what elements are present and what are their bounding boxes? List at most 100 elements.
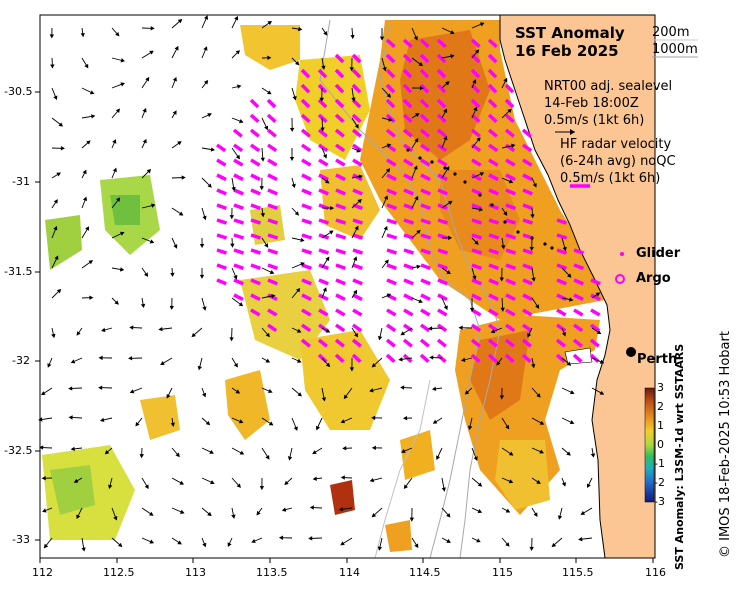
radar-vector [436, 53, 447, 64]
sealevel-vector-head [239, 450, 245, 455]
radar-vector [505, 173, 516, 182]
sealevel-vector-head [172, 110, 177, 115]
radar-vector [419, 38, 430, 49]
sealevel-vector-head [371, 445, 376, 451]
radar-vector [402, 128, 413, 138]
sealevel-vector-head [508, 479, 514, 484]
sealevel-vector-head [84, 63, 89, 69]
sealevel-vector-head [325, 362, 331, 368]
sealevel-vector-head [400, 331, 405, 336]
sealevel-vector-head [319, 97, 324, 102]
radar-vector [420, 173, 431, 182]
radar-vector [250, 308, 261, 317]
radar-vector [419, 53, 430, 64]
sealevel-vector-head [340, 475, 345, 480]
radar-vector [250, 233, 262, 240]
sealevel-vector-head [477, 482, 483, 487]
sealevel-vector-head [238, 119, 244, 124]
sealevel-vector-head [145, 76, 150, 82]
radar-vector [403, 173, 414, 182]
radar-vector [487, 353, 498, 363]
sealevel-vector-head [227, 542, 232, 547]
sealevel-vector-head [312, 450, 317, 455]
sealevel-vector-head [351, 97, 356, 102]
radar-vector [266, 98, 277, 109]
radar-vector [318, 173, 329, 182]
sealevel-vector-head [114, 300, 119, 305]
sealevel-vector-head [490, 329, 496, 334]
sealevel-vector-head [291, 183, 296, 189]
radar-vector [301, 173, 312, 182]
sealevel-vector-head [160, 361, 165, 365]
radar-vector [403, 248, 415, 255]
x-tick-112-5: 112.5 [103, 566, 135, 579]
radar-vector [437, 323, 448, 333]
radar-vector [437, 263, 448, 271]
sealevel-vector-head [446, 538, 451, 543]
glider-track-point [516, 230, 520, 234]
sealevel-vector-head [199, 274, 205, 279]
radar-vector [250, 143, 261, 153]
sealevel-vector-head [507, 108, 512, 114]
radar-vector [402, 98, 413, 109]
radar-vector [488, 278, 499, 286]
sealevel-vector-head [464, 390, 470, 395]
sealevel-vector-head [53, 199, 58, 204]
sealevel-vector-head [473, 106, 478, 112]
x-tick-113-5: 113.5 [256, 566, 288, 579]
radar-vector [385, 353, 396, 363]
sealevel-vector-head [403, 484, 408, 489]
sealevel-vector-head [377, 336, 383, 341]
radar-vector [436, 113, 447, 123]
sealevel-vector-head [115, 31, 120, 37]
radar-vector [470, 128, 481, 138]
radar-vector [419, 113, 430, 123]
sealevel-vector-head [401, 448, 406, 454]
sealevel-vector-head [119, 231, 125, 236]
sealevel-vector-head [112, 139, 117, 144]
radar-vector [402, 113, 413, 123]
sealevel-vector-head [409, 517, 415, 522]
sealevel-vector-head [207, 183, 212, 188]
glider-track-point [478, 193, 482, 197]
radar-vector [233, 173, 244, 182]
glider-legend-label: Glider [636, 246, 681, 261]
sealevel-vector-head [450, 30, 455, 35]
radar-vector [488, 263, 499, 271]
sealevel-vector-head [142, 138, 147, 144]
sealevel-vector-head [207, 113, 212, 118]
radar-vector [386, 188, 397, 196]
glider-track-point [463, 180, 467, 184]
sealevel-vector-head [73, 478, 79, 483]
sealevel-legend-arrowhead [570, 129, 575, 135]
sealevel-vector-head [144, 484, 149, 490]
sealevel-vector-head [443, 108, 448, 114]
sealevel-vector-head [529, 246, 534, 251]
sealevel-vector-head [88, 260, 94, 265]
sealevel-vector-head [321, 65, 326, 70]
radar-vector [300, 68, 311, 79]
sealevel-vector-head [428, 326, 433, 331]
sealevel-vector-head [503, 211, 508, 216]
radar-vector [216, 233, 228, 240]
radar-vector [351, 83, 362, 94]
radar-vector [335, 233, 347, 240]
radar-vector [420, 158, 431, 167]
radar-vector [419, 353, 430, 363]
radar-vector [420, 233, 432, 240]
radar-vector [335, 293, 346, 301]
radar-vector [335, 248, 347, 255]
radar-vector [403, 143, 414, 153]
sealevel-vector-head [119, 267, 125, 272]
radar-vector [250, 203, 261, 211]
x-tick-115-5: 115.5 [562, 566, 594, 579]
radar-vector [420, 218, 432, 225]
sealevel-vector-head [177, 18, 183, 24]
sealevel-vector-head [149, 539, 155, 544]
radar-vector [301, 188, 312, 196]
sealevel-vector-head [229, 215, 235, 220]
sealevel-vector-head [268, 388, 273, 394]
sealevel-vector-head [413, 165, 418, 170]
sealevel-vector-head [377, 546, 383, 551]
sealevel-vector-head [441, 487, 446, 492]
